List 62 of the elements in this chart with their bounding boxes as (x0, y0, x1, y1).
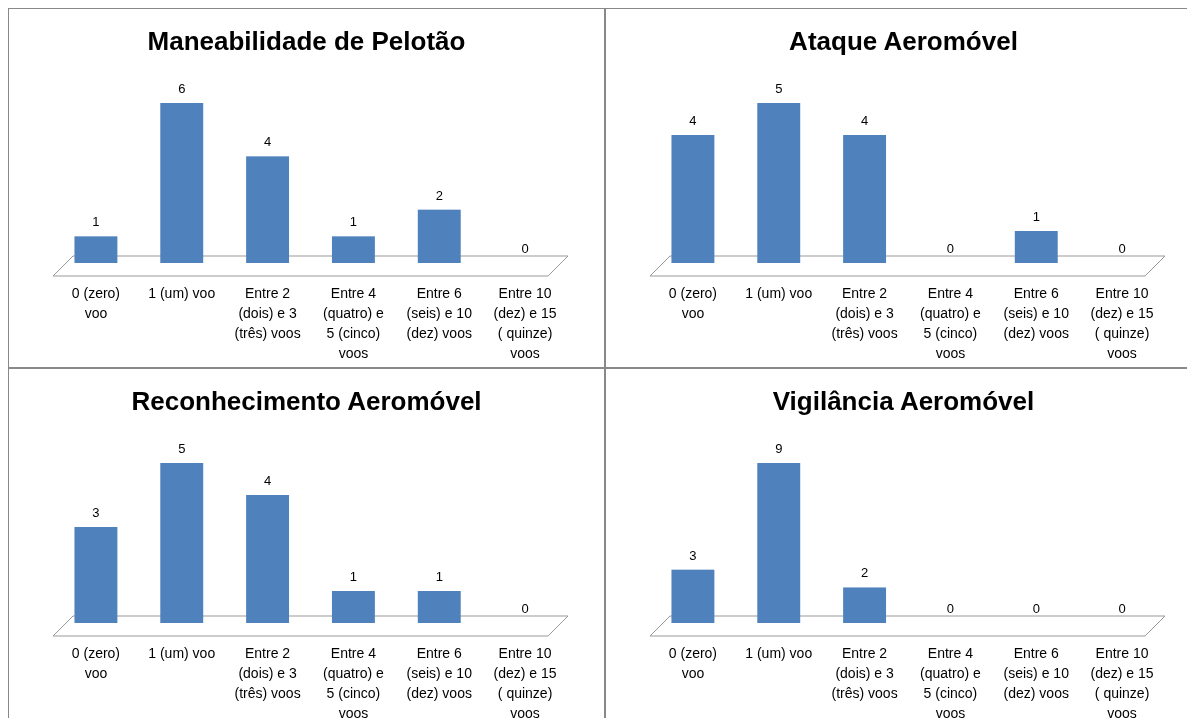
data-label: 4 (860, 113, 869, 128)
chart-title: Ataque Aeromóvel (789, 26, 1018, 56)
x-tick-label: 1 (um) voo (745, 285, 813, 301)
x-tick-label: 0 (zero) voo (71, 285, 121, 321)
x-tick-label: Entre 6 (seis) e 10 (dez) voos (1003, 645, 1070, 701)
x-tick-label: Entre 6 (seis) e 10 (dez) voos (1003, 285, 1070, 341)
x-tick-label: Entre 2 (dois) e 3 (três) voos (234, 285, 301, 341)
x-tick-label: 1 (um) voo (148, 645, 216, 661)
bar (74, 527, 118, 623)
data-label: 5 (775, 81, 783, 96)
data-label: 3 (689, 547, 697, 563)
x-tick-label: 1 (um) voo (745, 645, 813, 661)
x-tick-label: Entre 10 (dez) e 15 ( quinze) voos (493, 645, 557, 721)
x-tick-label: Entre 10 (dez) e 15 ( quinze) voos (1090, 645, 1154, 721)
x-tick-label: Entre 10 (dez) e 15 ( quinze) voos (493, 285, 557, 361)
data-label: 5 (178, 441, 186, 456)
chart-title: Vigilância Aeromóvel (772, 386, 1035, 416)
x-tick-label: Entre 4 (quatro) e 5 (cinco) voos (920, 645, 981, 721)
data-label: 1 (92, 214, 100, 230)
bar (417, 591, 461, 623)
data-label: 1 (435, 569, 443, 584)
data-label: 0 (1118, 241, 1126, 256)
x-tick-label: 0 (zero) voo (668, 285, 718, 321)
data-label: 4 (689, 113, 697, 128)
x-tick-label: Entre 2 (dois) e 3 (três) voos (831, 645, 898, 701)
chart-title: Maneabilidade de Pelotão (147, 26, 466, 56)
x-tick-label: Entre 2 (dois) e 3 (três) voos (234, 645, 301, 701)
data-label: 2 (860, 565, 869, 581)
bar (331, 236, 375, 263)
data-label: 0 (946, 601, 955, 616)
x-tick-label: Entre 10 (dez) e 15 ( quinze) voos (1090, 285, 1154, 361)
data-label: 0 (946, 241, 955, 256)
data-label: 0 (1032, 601, 1040, 616)
bar (331, 591, 375, 623)
x-tick-label: 0 (zero) voo (71, 645, 121, 681)
chart-title: Reconhecimento Aeromóvel (131, 386, 482, 416)
data-label: 2 (435, 187, 443, 203)
x-tick-label: 0 (zero) voo (668, 645, 718, 681)
data-label: 6 (178, 81, 186, 96)
data-label: 0 (521, 601, 529, 616)
data-label: 3 (92, 505, 100, 520)
data-label: 0 (521, 241, 529, 256)
x-tick-label: Entre 4 (quatro) e 5 (cinco) voos (323, 645, 384, 721)
data-label: 1 (349, 214, 358, 230)
x-tick-label: Entre 2 (dois) e 3 (três) voos (831, 285, 898, 341)
x-tick-label: Entre 4 (quatro) e 5 (cinco) voos (323, 285, 384, 361)
data-label: 0 (1118, 601, 1126, 616)
bar (246, 495, 290, 623)
bar (417, 209, 461, 263)
bar (74, 236, 118, 263)
data-label: 1 (1032, 209, 1040, 224)
x-tick-label: Entre 4 (quatro) e 5 (cinco) voos (920, 285, 981, 361)
data-label: 4 (263, 473, 272, 488)
data-label: 1 (349, 569, 358, 584)
x-tick-label: 1 (um) voo (148, 285, 216, 301)
data-label: 9 (775, 441, 783, 456)
bar (246, 156, 290, 263)
x-tick-label: Entre 6 (seis) e 10 (dez) voos (406, 285, 473, 341)
x-tick-label: Entre 6 (seis) e 10 (dez) voos (406, 645, 473, 701)
data-label: 4 (263, 134, 272, 150)
bar (160, 103, 204, 263)
bar (160, 463, 204, 623)
